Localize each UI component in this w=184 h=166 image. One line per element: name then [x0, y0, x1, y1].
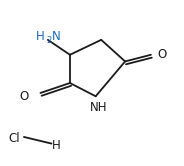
Text: NH: NH: [90, 101, 107, 114]
Text: H: H: [52, 139, 61, 152]
Text: O: O: [157, 48, 167, 61]
Text: 2: 2: [46, 36, 51, 45]
Text: H: H: [36, 30, 45, 43]
Text: O: O: [19, 90, 29, 103]
Text: N: N: [52, 30, 60, 43]
Text: Cl: Cl: [8, 132, 20, 145]
